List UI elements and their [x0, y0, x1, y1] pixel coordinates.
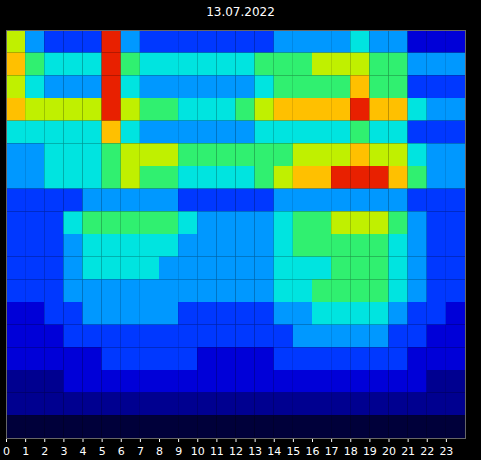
svg-text:10: 10: [191, 445, 205, 458]
svg-text:22: 22: [420, 445, 434, 458]
svg-text:16: 16: [306, 445, 320, 458]
svg-text:23: 23: [439, 445, 453, 458]
svg-text:3: 3: [60, 445, 67, 458]
svg-text:21: 21: [401, 445, 415, 458]
svg-text:20: 20: [382, 445, 396, 458]
svg-text:5: 5: [99, 445, 106, 458]
svg-text:0: 0: [3, 445, 10, 458]
svg-text:12: 12: [229, 445, 243, 458]
svg-text:11: 11: [210, 445, 224, 458]
svg-text:14: 14: [267, 445, 281, 458]
svg-text:13: 13: [248, 445, 262, 458]
svg-text:9: 9: [175, 445, 182, 458]
svg-text:1: 1: [22, 445, 29, 458]
svg-text:18: 18: [344, 445, 358, 458]
svg-text:2: 2: [41, 445, 48, 458]
svg-text:6: 6: [118, 445, 125, 458]
svg-text:7: 7: [137, 445, 144, 458]
html-text:13.07.2022: 13.07.2022: [206, 5, 275, 19]
svg-text:4: 4: [80, 445, 87, 458]
svg-text:8: 8: [156, 445, 163, 458]
svg-text:15: 15: [286, 445, 300, 458]
svg-text:19: 19: [363, 445, 377, 458]
svg-text:17: 17: [325, 445, 339, 458]
